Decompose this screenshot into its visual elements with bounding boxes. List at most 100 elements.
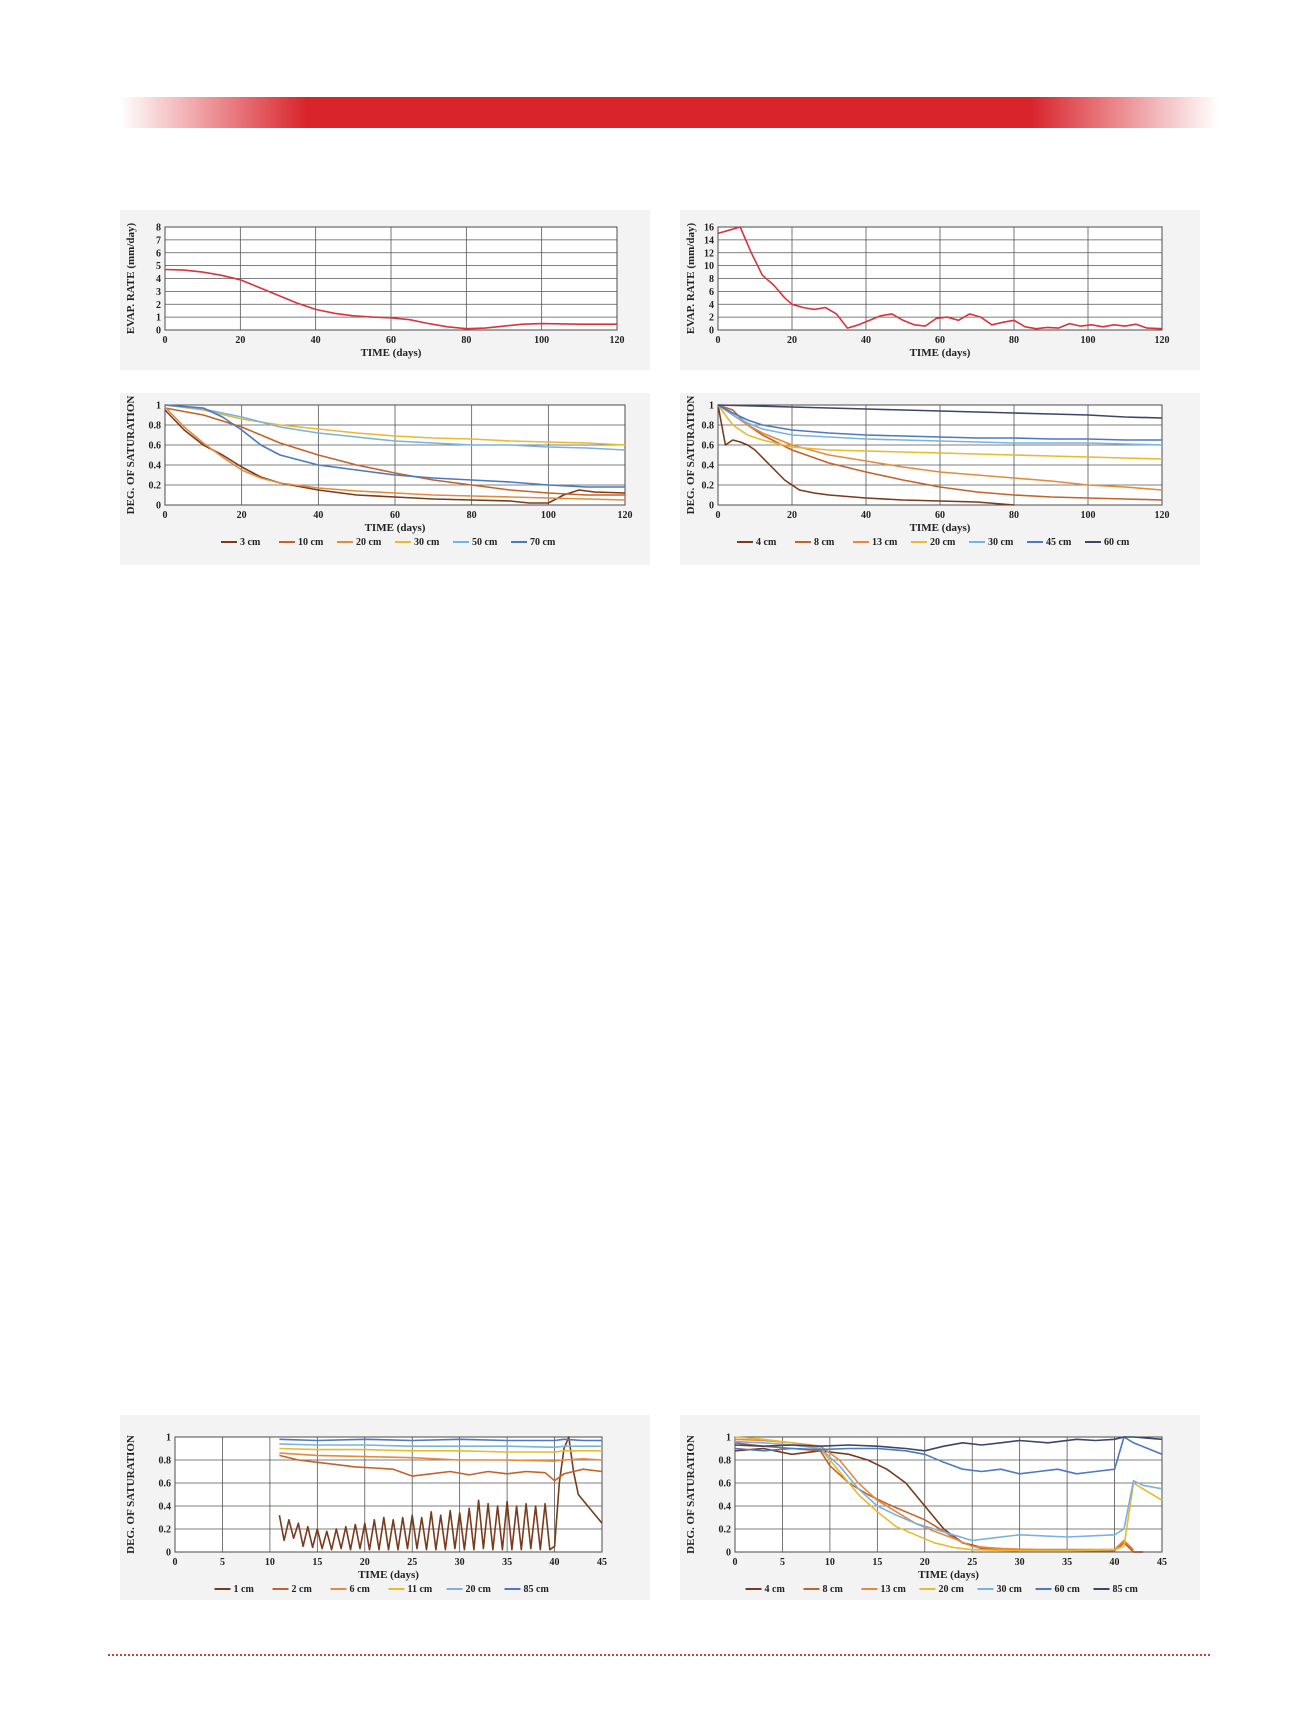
y-tick-label: 1 (726, 1433, 731, 1444)
x-axis-label: TIME (days) (358, 1569, 419, 1581)
x-tick-label: 0 (716, 510, 721, 521)
y-tick-label: 10 (704, 261, 714, 272)
series-line-85-cm (734, 1436, 1163, 1452)
series-line-3-cm (164, 409, 626, 504)
y-tick-label: 0.4 (149, 461, 162, 472)
x-tick-label: 40 (550, 1557, 560, 1568)
y-tick-label: 0.2 (149, 481, 162, 492)
y-tick-label: 0.2 (702, 481, 715, 492)
series-line-60-cm (734, 1436, 1163, 1475)
x-tick-label: 15 (872, 1557, 882, 1568)
x-tick-label: 100 (541, 510, 556, 521)
y-tick-label: 0.4 (702, 461, 715, 472)
x-tick-label: 120 (1155, 335, 1170, 346)
x-tick-label: 5 (780, 1557, 785, 1568)
x-tick-label: 10 (265, 1557, 275, 1568)
y-tick-label: 1 (156, 401, 161, 412)
y-tick-label: 0 (156, 326, 161, 337)
x-tick-label: 20 (235, 335, 245, 346)
y-tick-label: 0.4 (719, 1502, 732, 1513)
footer-dotted-rule (108, 1654, 1210, 1656)
chart-saturation-bottom-right: 0 0.2 0.4 0.6 0.8 1 0 5 10 15 20 25 30 35 40 45 TIME (da… (680, 1415, 1200, 1600)
legend-entry: 70 cm (530, 537, 556, 548)
x-axis-label: TIME (days) (365, 522, 426, 534)
series-line-20-cm (279, 1443, 602, 1449)
x-tick-label: 60 (935, 510, 945, 521)
x-tick-label: 80 (1009, 335, 1019, 346)
y-tick-label: 0 (726, 1548, 731, 1559)
y-tick-label: 16 (704, 223, 714, 234)
y-tick-label: 0 (156, 501, 161, 512)
series-line-85-cm (279, 1438, 602, 1442)
legend-entry: 85 cm (524, 1584, 550, 1595)
series-line-6-cm (279, 1452, 603, 1462)
y-tick-label: 2 (709, 313, 714, 324)
x-tick-label: 40 (311, 335, 321, 346)
y-tick-label: 12 (704, 248, 714, 259)
chart-svg: 0 0.2 0.4 0.6 0.8 1 0 20 40 60 80 100 120 TIME (days)… (685, 396, 1170, 548)
x-tick-label: 45 (597, 1557, 607, 1568)
series-line-10-cm (164, 407, 625, 496)
y-tick-label: 0.8 (149, 421, 162, 432)
chart-evap-left: 0 1 2 3 4 5 6 7 8 0 20 40 60 80 100 120 TIME (days) EVAP.… (120, 210, 650, 370)
x-tick-label: 0 (173, 1557, 178, 1568)
chart-svg: 0 0.2 0.4 0.6 0.8 1 0 20 40 60 80 100 120 TIME (days)… (125, 396, 633, 548)
y-tick-label: 3 (156, 287, 161, 298)
y-tick-label: 0.8 (159, 1456, 172, 1467)
legend-entry: 30 cm (997, 1584, 1023, 1595)
y-tick-label: 0.6 (719, 1479, 732, 1490)
y-tick-label: 0 (709, 326, 714, 337)
y-tick-label: 6 (709, 287, 714, 298)
series-line-evap (164, 268, 617, 330)
x-tick-label: 25 (407, 1557, 417, 1568)
header-color-band (120, 97, 1218, 128)
y-tick-label: 8 (156, 223, 161, 234)
legend-entry: 3 cm (240, 537, 261, 548)
y-tick-label: 14 (704, 235, 714, 246)
y-tick-label: 8 (709, 274, 714, 285)
y-tick-label: 5 (156, 261, 161, 272)
x-tick-label: 20 (787, 510, 797, 521)
series-line-4-cm (717, 404, 1015, 506)
x-tick-label: 20 (787, 335, 797, 346)
x-axis-label: TIME (days) (910, 347, 971, 359)
x-tick-label: 0 (163, 335, 168, 346)
x-tick-label: 40 (313, 510, 323, 521)
y-axis-label: EVAP. RATE (mm/day) (125, 222, 137, 334)
series-line-evap (717, 226, 1163, 330)
x-tick-label: 120 (618, 510, 633, 521)
x-tick-label: 40 (1110, 1557, 1120, 1568)
legend-entry: 30 cm (414, 537, 440, 548)
x-tick-label: 20 (360, 1557, 370, 1568)
series-line-30-cm (734, 1440, 1163, 1542)
y-tick-label: 1 (156, 313, 161, 324)
chart-saturation-left: 0 0.2 0.4 0.6 0.8 1 0 20 40 60 80 100 120 TIME (days)… (120, 393, 650, 565)
y-axis-label: DEG. OF SATURATION (685, 396, 697, 515)
x-axis-label: TIME (days) (910, 522, 971, 534)
legend-entry: 6 cm (350, 1584, 371, 1595)
series-line-20-cm (164, 406, 626, 501)
legend-entry: 30 cm (988, 537, 1014, 548)
x-tick-label: 60 (935, 335, 945, 346)
x-tick-label: 5 (220, 1557, 225, 1568)
y-tick-label: 2 (156, 300, 161, 311)
y-tick-label: 0.6 (149, 441, 162, 452)
x-tick-label: 80 (1009, 510, 1019, 521)
x-tick-label: 100 (1081, 510, 1096, 521)
series-line-50-cm (164, 404, 626, 451)
series-line-11-cm (279, 1447, 602, 1453)
y-tick-label: 0.6 (159, 1479, 172, 1490)
series-line-30-cm (164, 404, 626, 446)
legend-entry: 20 cm (939, 1584, 965, 1595)
x-tick-label: 35 (502, 1557, 512, 1568)
series-line-2-cm (279, 1454, 603, 1482)
legend-entry: 8 cm (814, 537, 835, 548)
series-line-20-cm (717, 404, 1163, 460)
legend-entry: 10 cm (298, 537, 324, 548)
series-line-45-cm (717, 404, 1162, 441)
y-tick-label: 4 (709, 300, 714, 311)
y-axis-label: DEG. OF SATURATION (685, 1435, 697, 1554)
x-tick-label: 45 (1157, 1557, 1167, 1568)
y-tick-label: 7 (156, 235, 161, 246)
